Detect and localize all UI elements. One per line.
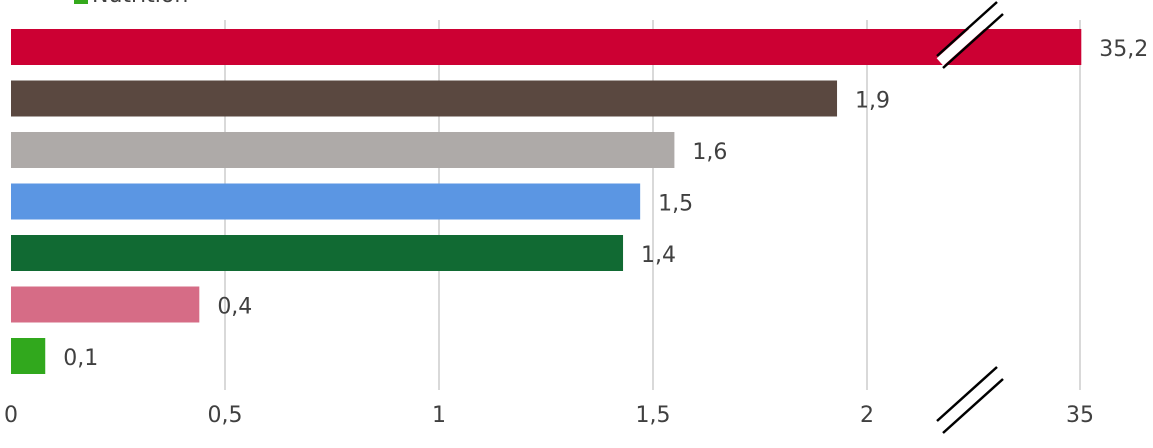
data-label: 1,6 (692, 140, 727, 165)
axis-break-marks (936, 1, 1004, 434)
axis-break-gap (936, 369, 1004, 431)
bars (11, 29, 1082, 374)
data-label: 1,9 (855, 89, 890, 114)
legend-label: Nutrition (92, 0, 188, 8)
data-labels: 35,2 1,9 1,6 1,5 1,4 0,4 0,1 (63, 37, 1148, 371)
legend-swatch (74, 0, 88, 4)
bar (11, 286, 200, 323)
x-tick-label: 1,5 (636, 403, 671, 428)
x-axis-ticks: 0 0,5 1 1,5 2 35 (4, 403, 1094, 428)
axis-break-line (942, 13, 1004, 69)
data-label: 0,1 (63, 346, 98, 371)
bar (11, 80, 838, 117)
axis-break-line (936, 366, 998, 422)
data-label: 0,4 (217, 295, 252, 320)
bar (11, 29, 1082, 65)
data-label: 1,4 (641, 243, 676, 268)
bar (11, 132, 675, 168)
data-label: 35,2 (1099, 37, 1148, 62)
x-tick-label: 1 (432, 403, 446, 428)
axis-break-line (936, 1, 998, 57)
x-tick-label: 35 (1066, 403, 1094, 428)
legend: Nutrition (74, 0, 188, 8)
bar (11, 338, 46, 374)
x-tick-label: 0,5 (208, 403, 243, 428)
x-tick-label: 2 (860, 403, 874, 428)
axis-break-line (942, 378, 1004, 434)
bar (11, 183, 641, 220)
bar (11, 235, 624, 271)
axis-break-gap (936, 4, 1004, 66)
x-tick-label: 0 (4, 403, 18, 428)
data-label: 1,5 (658, 192, 693, 217)
